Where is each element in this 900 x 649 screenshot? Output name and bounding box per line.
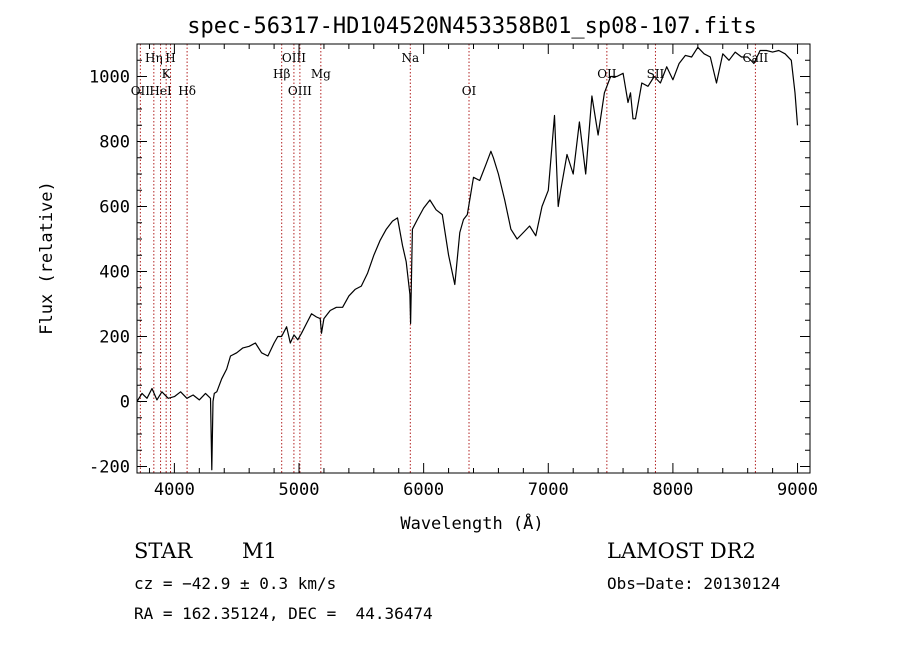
y-tick-label: 800	[99, 133, 130, 153]
spectral-line-label: OI	[462, 84, 477, 98]
y-tick-label: 600	[99, 198, 130, 218]
y-tick-label: 1000	[89, 68, 130, 88]
spectral-line-label: K	[162, 67, 172, 81]
spectrum-series	[136, 46, 799, 471]
chart-title: spec-56317-HD104520N453358B01_sp08-107.f…	[187, 14, 757, 39]
survey-name: LAMOST DR2	[607, 539, 756, 563]
spectral-line-label: OII	[597, 67, 617, 81]
y-tick-label: 400	[99, 263, 130, 283]
x-tick-label: 6000	[403, 480, 444, 500]
object-subclass: M1	[242, 539, 277, 563]
spectral-line-label: H	[165, 51, 175, 65]
y-tick-label: 200	[99, 328, 130, 348]
y-axis-label: Flux (relative)	[37, 181, 57, 335]
spectral-line-label: Mg	[311, 67, 331, 81]
y-tick-label: 0	[120, 393, 130, 413]
spectral-line-label: SII	[647, 67, 665, 81]
spectrum-line	[136, 46, 799, 471]
spectral-line-label: OIII	[282, 51, 306, 65]
object-class: STAR	[134, 539, 193, 563]
spectral-line-label: OII	[131, 84, 151, 98]
x-tick-label: 9000	[777, 480, 818, 500]
spectral-line-markers: OII Hη HeI KH Hδ Hβ OIII OIII Mg Na OI OII SII CaII	[131, 44, 769, 473]
y-tick-label: -200	[89, 458, 130, 478]
plot-frame	[136, 43, 811, 474]
spectral-line-label: OIII	[288, 84, 312, 98]
x-tick-label: 7000	[528, 480, 569, 500]
x-axis-label: Wavelength (Å)	[400, 512, 543, 534]
y-axis: -200 0 200 400 600 800 1000	[89, 43, 810, 478]
spectral-line-label: Hη	[145, 51, 163, 65]
spectral-line-label: CaII	[742, 51, 768, 65]
observation-date: Obs−Date: 20130124	[607, 574, 781, 593]
redshift-velocity: cz = −42.9 ± 0.3 km/s	[134, 574, 337, 593]
x-tick-label: 5000	[279, 480, 320, 500]
spectral-line-label: Hδ	[178, 84, 196, 98]
x-tick-label: 8000	[652, 480, 693, 500]
sky-coordinates: RA = 162.35124, DEC = 44.36474	[134, 604, 433, 623]
spectral-line-label: HeI	[149, 84, 172, 98]
x-axis: 4000 5000 6000 7000 8000 9000	[148, 44, 818, 500]
spectral-line-label: Na	[401, 51, 419, 65]
spectral-line-label: Hβ	[273, 67, 290, 81]
x-tick-label: 4000	[154, 480, 195, 500]
